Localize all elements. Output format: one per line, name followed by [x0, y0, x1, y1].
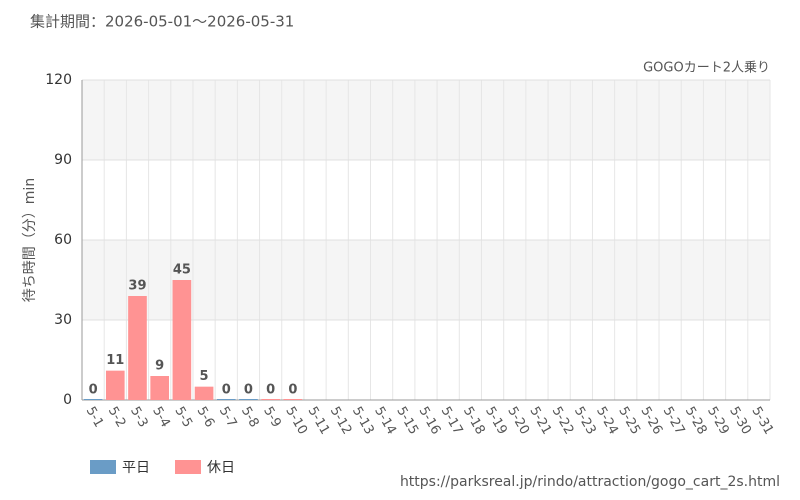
bar [283, 399, 303, 400]
bar [216, 399, 236, 400]
x-tick-label: 5-4 [149, 404, 173, 430]
bar [150, 376, 169, 400]
value-label: 11 [106, 353, 124, 368]
x-tick-label: 5-15 [393, 404, 421, 437]
y-tick-label: 60 [54, 232, 72, 248]
x-tick-label: 5-16 [416, 404, 444, 437]
legend-swatch [90, 460, 116, 474]
x-tick-label: 5-27 [660, 404, 688, 437]
x-tick-label: 5-13 [349, 404, 377, 437]
x-tick-label: 5-1 [83, 404, 107, 430]
chart-title: 集計期間：2026-05-01～2026-05-31 [30, 13, 294, 31]
value-label: 9 [155, 359, 164, 374]
value-label: 0 [266, 383, 275, 398]
value-label: 5 [200, 369, 209, 384]
y-tick-label: 90 [54, 152, 72, 168]
y-axis-label: 待ち時間（分）min [22, 178, 38, 302]
x-tick-label: 5-6 [194, 404, 218, 430]
legend-label: 休日 [207, 460, 235, 476]
bar [194, 386, 214, 400]
value-label: 45 [173, 263, 191, 278]
value-label: 0 [244, 383, 253, 398]
x-tick-label: 5-30 [726, 404, 754, 437]
bar [128, 296, 147, 400]
x-tick-label: 5-18 [460, 404, 488, 437]
x-tick-label: 5-12 [327, 404, 355, 437]
x-tick-label: 5-14 [371, 404, 399, 437]
y-tick-label: 0 [63, 392, 72, 408]
value-label: 0 [89, 383, 98, 398]
x-tick-label: 5-10 [282, 404, 310, 437]
x-tick-label: 5-28 [682, 404, 710, 437]
value-label: 0 [288, 383, 297, 398]
x-tick-label: 5-7 [216, 404, 240, 430]
x-tick-label: 5-26 [637, 404, 665, 437]
x-tick-label: 5-9 [260, 404, 284, 430]
bar [261, 399, 280, 400]
legend-label: 平日 [122, 460, 150, 476]
x-tick-label: 5-3 [127, 404, 151, 430]
x-tick-label: 5-25 [615, 404, 643, 437]
bar [239, 399, 258, 400]
x-tick-label: 5-8 [238, 404, 262, 430]
x-tick-label: 5-17 [438, 404, 466, 437]
value-label: 0 [222, 383, 231, 398]
legend-swatch [175, 460, 201, 474]
y-tick-label: 120 [45, 72, 72, 88]
x-tick-label: 5-24 [593, 404, 621, 437]
grid-band [82, 240, 770, 320]
bar [83, 399, 103, 400]
value-label: 39 [128, 279, 146, 294]
x-tick-label: 5-11 [305, 404, 333, 437]
x-tick-label: 5-20 [504, 404, 532, 437]
x-tick-label: 5-2 [105, 404, 129, 430]
x-tick-label: 5-31 [748, 404, 776, 437]
chart-subtitle: GOGOカート2人乗り [643, 61, 770, 76]
x-tick-label: 5-5 [171, 404, 195, 430]
bar [172, 280, 192, 400]
x-tick-label: 5-19 [482, 404, 510, 437]
x-tick-label: 5-23 [571, 404, 599, 437]
bar [105, 370, 125, 400]
x-tick-label: 5-22 [549, 404, 577, 437]
x-tick-label: 5-21 [526, 404, 554, 437]
y-tick-label: 30 [54, 312, 72, 328]
grid-band [82, 80, 770, 160]
x-tick-label: 5-29 [704, 404, 732, 437]
source-url: https://parksreal.jp/rindo/attraction/go… [400, 474, 780, 490]
